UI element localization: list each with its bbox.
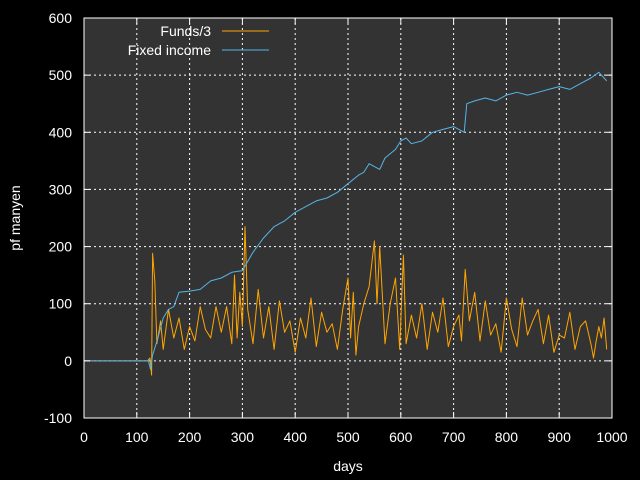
x-tick-label: 400 bbox=[284, 429, 308, 445]
legend: Funds/3 Fixed income bbox=[128, 23, 269, 58]
grid bbox=[84, 18, 612, 418]
x-tick-label: 800 bbox=[495, 429, 519, 445]
y-tick-label: 500 bbox=[49, 67, 73, 83]
x-axis-label: days bbox=[333, 458, 363, 474]
legend-label: Fixed income bbox=[128, 42, 211, 58]
x-tick-label: 0 bbox=[80, 429, 88, 445]
legend-label: Funds/3 bbox=[160, 23, 211, 39]
y-tick-label: 0 bbox=[64, 353, 72, 369]
series-line-2 bbox=[84, 71, 608, 370]
y-tick-label: 200 bbox=[49, 239, 73, 255]
x-tick-label: 700 bbox=[442, 429, 466, 445]
y-axis-label: pf manyen bbox=[7, 185, 23, 250]
y-tick-label: 100 bbox=[49, 296, 73, 312]
x-tick-label: 200 bbox=[178, 429, 202, 445]
x-tick-label: 300 bbox=[231, 429, 255, 445]
series-layer bbox=[84, 71, 608, 376]
y-axis-ticks: -100 0 100 200 300 400 500 600 bbox=[44, 10, 612, 426]
x-tick-label: 500 bbox=[336, 429, 360, 445]
y-tick-label: 600 bbox=[49, 10, 73, 26]
y-tick-label: 400 bbox=[49, 124, 73, 140]
y-tick-label: -100 bbox=[44, 410, 72, 426]
x-axis-ticks: 0 100 200 300 400 500 600 700 800 900 1000 bbox=[80, 18, 628, 445]
series-line-1 bbox=[84, 226, 608, 376]
x-tick-label: 600 bbox=[389, 429, 413, 445]
x-tick-label: 900 bbox=[548, 429, 572, 445]
y-tick-label: 300 bbox=[49, 181, 73, 197]
x-tick-label: 100 bbox=[125, 429, 149, 445]
x-tick-label: 1000 bbox=[596, 429, 627, 445]
